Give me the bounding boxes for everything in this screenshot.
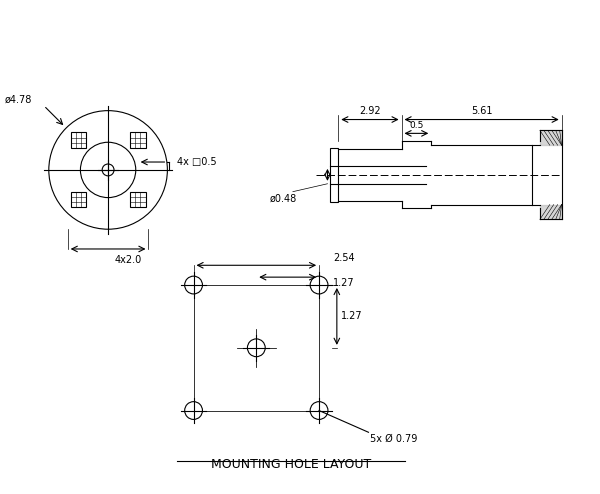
Text: 1.27: 1.27 <box>341 311 362 322</box>
Text: MOUNTING HOLE LAYOUT: MOUNTING HOLE LAYOUT <box>211 458 371 471</box>
Text: 4x2.0: 4x2.0 <box>114 255 142 265</box>
Bar <box>71 192 86 207</box>
Text: 2.54: 2.54 <box>333 253 355 263</box>
Text: ø4.78: ø4.78 <box>4 94 32 105</box>
Polygon shape <box>540 205 562 219</box>
Bar <box>130 132 146 148</box>
Text: 1.27: 1.27 <box>333 278 355 288</box>
Bar <box>331 148 338 202</box>
Text: 5x Ø 0.79: 5x Ø 0.79 <box>370 434 418 444</box>
Text: 0.5: 0.5 <box>409 122 424 130</box>
Polygon shape <box>540 130 562 145</box>
Bar <box>71 132 86 148</box>
Bar <box>130 192 146 207</box>
Text: ø0.48: ø0.48 <box>269 194 296 204</box>
Text: 5.61: 5.61 <box>471 106 493 116</box>
Text: 2.92: 2.92 <box>359 106 381 116</box>
Text: 4x □0.5: 4x □0.5 <box>177 157 217 167</box>
